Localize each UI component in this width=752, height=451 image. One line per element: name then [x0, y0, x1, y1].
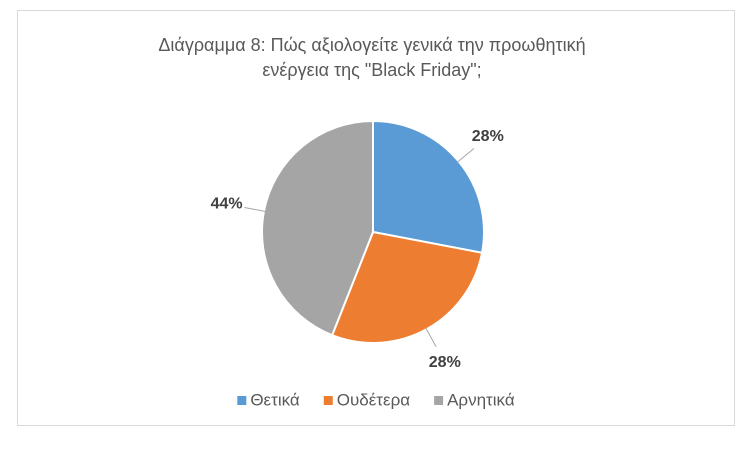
legend-swatch — [323, 396, 333, 405]
leader-line — [456, 148, 475, 163]
leader-line — [244, 206, 267, 213]
chart-title: Διάγραμμα 8: Πώς αξιολογείτε γενικά την … — [158, 35, 586, 80]
legend-label: Ουδέτερα — [337, 390, 411, 409]
leader-line — [425, 327, 437, 348]
legend-swatch — [237, 396, 247, 405]
data-label: 28% — [429, 354, 461, 371]
legend-label: Θετικά — [250, 390, 300, 409]
data-label: 28% — [472, 128, 504, 145]
legend-label: Αρνητικά — [447, 390, 515, 409]
legend-swatch — [434, 396, 444, 405]
data-label: 44% — [211, 195, 243, 212]
